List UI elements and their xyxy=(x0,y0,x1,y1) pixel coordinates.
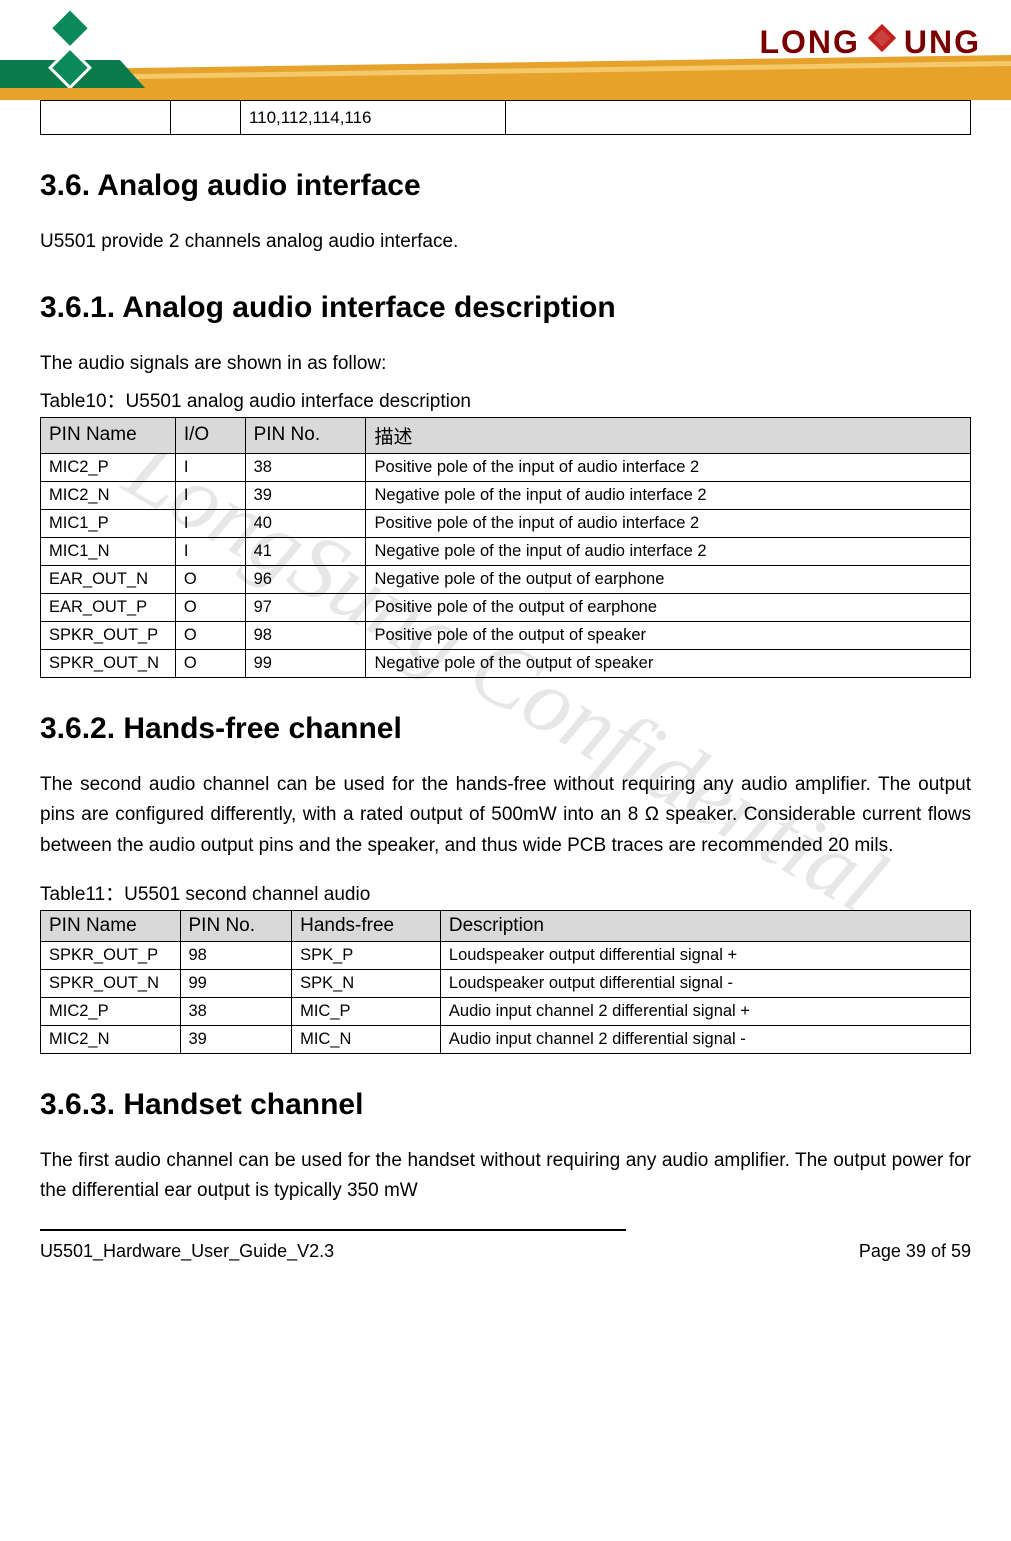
table-header-cell: Hands-free xyxy=(292,910,441,941)
table-cell: SPKR_OUT_P xyxy=(41,941,181,969)
table-row: SPKR_OUT_PO98Positive pole of the output… xyxy=(41,621,971,649)
table-cell xyxy=(41,101,171,135)
table-row: SPKR_OUT_NO99Negative pole of the output… xyxy=(41,649,971,677)
table-cell: 39 xyxy=(245,481,366,509)
table-cell: SPKR_OUT_P xyxy=(41,621,176,649)
section-heading-3-6: 3.6. Analog audio interface xyxy=(40,169,971,203)
table-cell: I xyxy=(175,453,245,481)
table-cell: Negative pole of the output of earphone xyxy=(366,565,971,593)
table-cell: 98 xyxy=(245,621,366,649)
table-cell: Loudspeaker output differential signal - xyxy=(440,969,970,997)
table-cell: SPK_N xyxy=(292,969,441,997)
brand-text-left: LONG xyxy=(759,24,859,61)
table-cell: MIC2_N xyxy=(41,481,176,509)
table11-caption: Table11：U5501 second channel audio xyxy=(40,879,971,906)
table-cell: MIC2_P xyxy=(41,997,181,1025)
table-cell: 98 xyxy=(180,941,292,969)
table-cell: Negative pole of the input of audio inte… xyxy=(366,481,971,509)
section-3-6-2-body: The second audio channel can be used for… xyxy=(40,770,971,861)
table-cell: I xyxy=(175,509,245,537)
table-cell: Positive pole of the output of speaker xyxy=(366,621,971,649)
table-cell: MIC1_N xyxy=(41,537,176,565)
company-wordmark: LONG UNG xyxy=(759,20,981,64)
section-3-6-3-body: The first audio channel can be used for … xyxy=(40,1146,971,1207)
table10-caption: Table10：U5501 analog audio interface des… xyxy=(40,386,971,413)
table-row: SPKR_OUT_N99SPK_NLoudspeaker output diff… xyxy=(41,969,971,997)
table-cell xyxy=(171,101,241,135)
table-cell: 99 xyxy=(245,649,366,677)
table-cell: 39 xyxy=(180,1025,292,1053)
table-cell: O xyxy=(175,593,245,621)
table-header-cell: 描述 xyxy=(366,417,971,453)
table-cell: 40 xyxy=(245,509,366,537)
footer-doc-id: U5501_Hardware_User_Guide_V2.3 xyxy=(40,1241,334,1262)
table-cell: 41 xyxy=(245,537,366,565)
table-cell: I xyxy=(175,481,245,509)
table-row: MIC1_NI41Negative pole of the input of a… xyxy=(41,537,971,565)
table10-audio-interface: PIN NameI/OPIN No.描述MIC2_PI38Positive po… xyxy=(40,417,971,678)
table-header-cell: Description xyxy=(440,910,970,941)
table-row: MIC1_PI40Positive pole of the input of a… xyxy=(41,509,971,537)
brand-diamond-icon xyxy=(864,20,900,64)
table-cell: Positive pole of the input of audio inte… xyxy=(366,453,971,481)
table-cell: 97 xyxy=(245,593,366,621)
table-cell: Positive pole of the output of earphone xyxy=(366,593,971,621)
table-row: MIC2_N39MIC_NAudio input channel 2 diffe… xyxy=(41,1025,971,1053)
table-header-cell: PIN No. xyxy=(180,910,292,941)
table-cell: SPKR_OUT_N xyxy=(41,649,176,677)
table-cell: Audio input channel 2 differential signa… xyxy=(440,1025,970,1053)
footer-page-number: Page 39 of 59 xyxy=(859,1241,971,1262)
table-cell: MIC2_P xyxy=(41,453,176,481)
section-3-6-1-lead: The audio signals are shown in as follow… xyxy=(40,349,971,379)
table-cell: EAR_OUT_N xyxy=(41,565,176,593)
table-cell: Audio input channel 2 differential signa… xyxy=(440,997,970,1025)
table-row: EAR_OUT_PO97Positive pole of the output … xyxy=(41,593,971,621)
table-row: EAR_OUT_NO96Negative pole of the output … xyxy=(41,565,971,593)
table-cell: 96 xyxy=(245,565,366,593)
table-header-cell: PIN No. xyxy=(245,417,366,453)
table-cell: Positive pole of the input of audio inte… xyxy=(366,509,971,537)
section-3-6-intro: U5501 provide 2 channels analog audio in… xyxy=(40,227,971,257)
table-header-cell: I/O xyxy=(175,417,245,453)
table-cell: SPKR_OUT_N xyxy=(41,969,181,997)
table-row: MIC2_PI38Positive pole of the input of a… xyxy=(41,453,971,481)
table-cell: O xyxy=(175,621,245,649)
brand-text-right: UNG xyxy=(904,24,981,61)
table-cell: 99 xyxy=(180,969,292,997)
table-cell: O xyxy=(175,565,245,593)
table-header-cell: PIN Name xyxy=(41,910,181,941)
table-cell: 38 xyxy=(180,997,292,1025)
page-header-banner: LONG UNG xyxy=(0,0,1011,100)
table-cell: MIC2_N xyxy=(41,1025,181,1053)
table-cell: 110,112,114,116 xyxy=(240,101,505,135)
table-row: MIC2_P38MIC_PAudio input channel 2 diffe… xyxy=(41,997,971,1025)
table-row: 110,112,114,116 xyxy=(41,101,971,135)
table-row: SPKR_OUT_P98SPK_PLoudspeaker output diff… xyxy=(41,941,971,969)
page-footer: U5501_Hardware_User_Guide_V2.3 Page 39 o… xyxy=(0,1231,1011,1282)
section-heading-3-6-1: 3.6.1. Analog audio interface descriptio… xyxy=(40,291,971,325)
table-cell: Negative pole of the output of speaker xyxy=(366,649,971,677)
table-cell: I xyxy=(175,537,245,565)
table-cell: EAR_OUT_P xyxy=(41,593,176,621)
table-cell: SPK_P xyxy=(292,941,441,969)
table-cell: MIC_P xyxy=(292,997,441,1025)
table11-second-channel: PIN NamePIN No.Hands-freeDescriptionSPKR… xyxy=(40,910,971,1054)
top-continuation-table: 110,112,114,116 xyxy=(40,100,971,135)
section-heading-3-6-2: 3.6.2. Hands-free channel xyxy=(40,712,971,746)
table-cell: MIC1_P xyxy=(41,509,176,537)
table-cell: Negative pole of the input of audio inte… xyxy=(366,537,971,565)
table-cell: Loudspeaker output differential signal + xyxy=(440,941,970,969)
table-cell: O xyxy=(175,649,245,677)
table-cell: 38 xyxy=(245,453,366,481)
section-heading-3-6-3: 3.6.3. Handset channel xyxy=(40,1088,971,1122)
table-cell: MIC_N xyxy=(292,1025,441,1053)
table-row: MIC2_NI39Negative pole of the input of a… xyxy=(41,481,971,509)
table-header-cell: PIN Name xyxy=(41,417,176,453)
company-logo-icon xyxy=(30,8,110,93)
table-cell xyxy=(505,101,970,135)
